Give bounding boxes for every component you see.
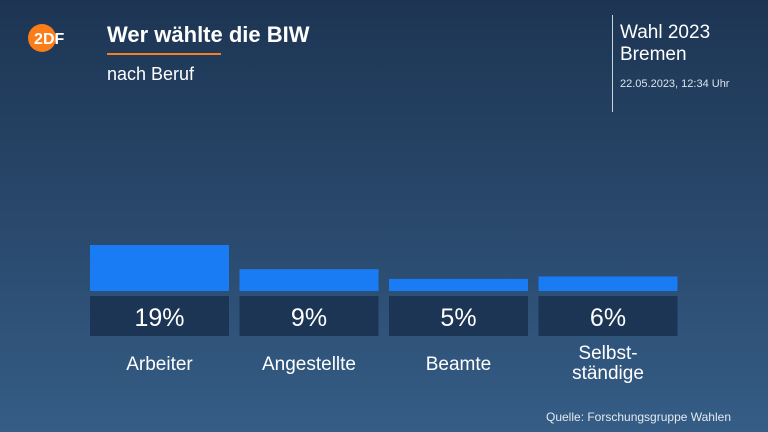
value-label-3: 6% (590, 304, 626, 332)
category-label-3: Selbst-ständige (572, 343, 644, 384)
category-label-0: Arbeiter (126, 354, 193, 375)
category-label-2: Beamte (426, 354, 491, 375)
bar-1 (239, 269, 379, 291)
zdf-logo-text: 2 (34, 31, 43, 48)
election-region: Bremen (620, 44, 687, 65)
value-label-1: 9% (291, 304, 327, 332)
bar-3 (538, 276, 678, 291)
chart-title: Wer wählte die BIW (107, 22, 310, 47)
bar-0 (90, 245, 229, 291)
election-info: Wahl 2023 Bremen (620, 22, 710, 66)
election-name: Wahl 2023 (620, 22, 711, 43)
value-label-box-2 (389, 296, 528, 336)
zdf-logo: 2 DF (28, 24, 65, 52)
source-credit: Quelle: Forschungsgruppe Wahlen (546, 410, 731, 424)
zdf-logo-circle (28, 24, 56, 52)
header-divider (612, 15, 613, 112)
value-label-box-3 (538, 296, 678, 336)
chart-subtitle: nach Beruf (107, 64, 195, 84)
value-label-2: 5% (440, 304, 476, 332)
value-label-0: 19% (134, 304, 184, 332)
category-label-1: Angestellte (262, 354, 356, 375)
value-label-box-1 (239, 296, 379, 336)
zdf-logo-text-rest: DF (43, 31, 65, 48)
value-label-box-0 (90, 296, 229, 336)
timestamp: 22.05.2023, 12:34 Uhr (620, 78, 730, 90)
bar-2 (389, 278, 528, 291)
title-underline (107, 53, 221, 55)
